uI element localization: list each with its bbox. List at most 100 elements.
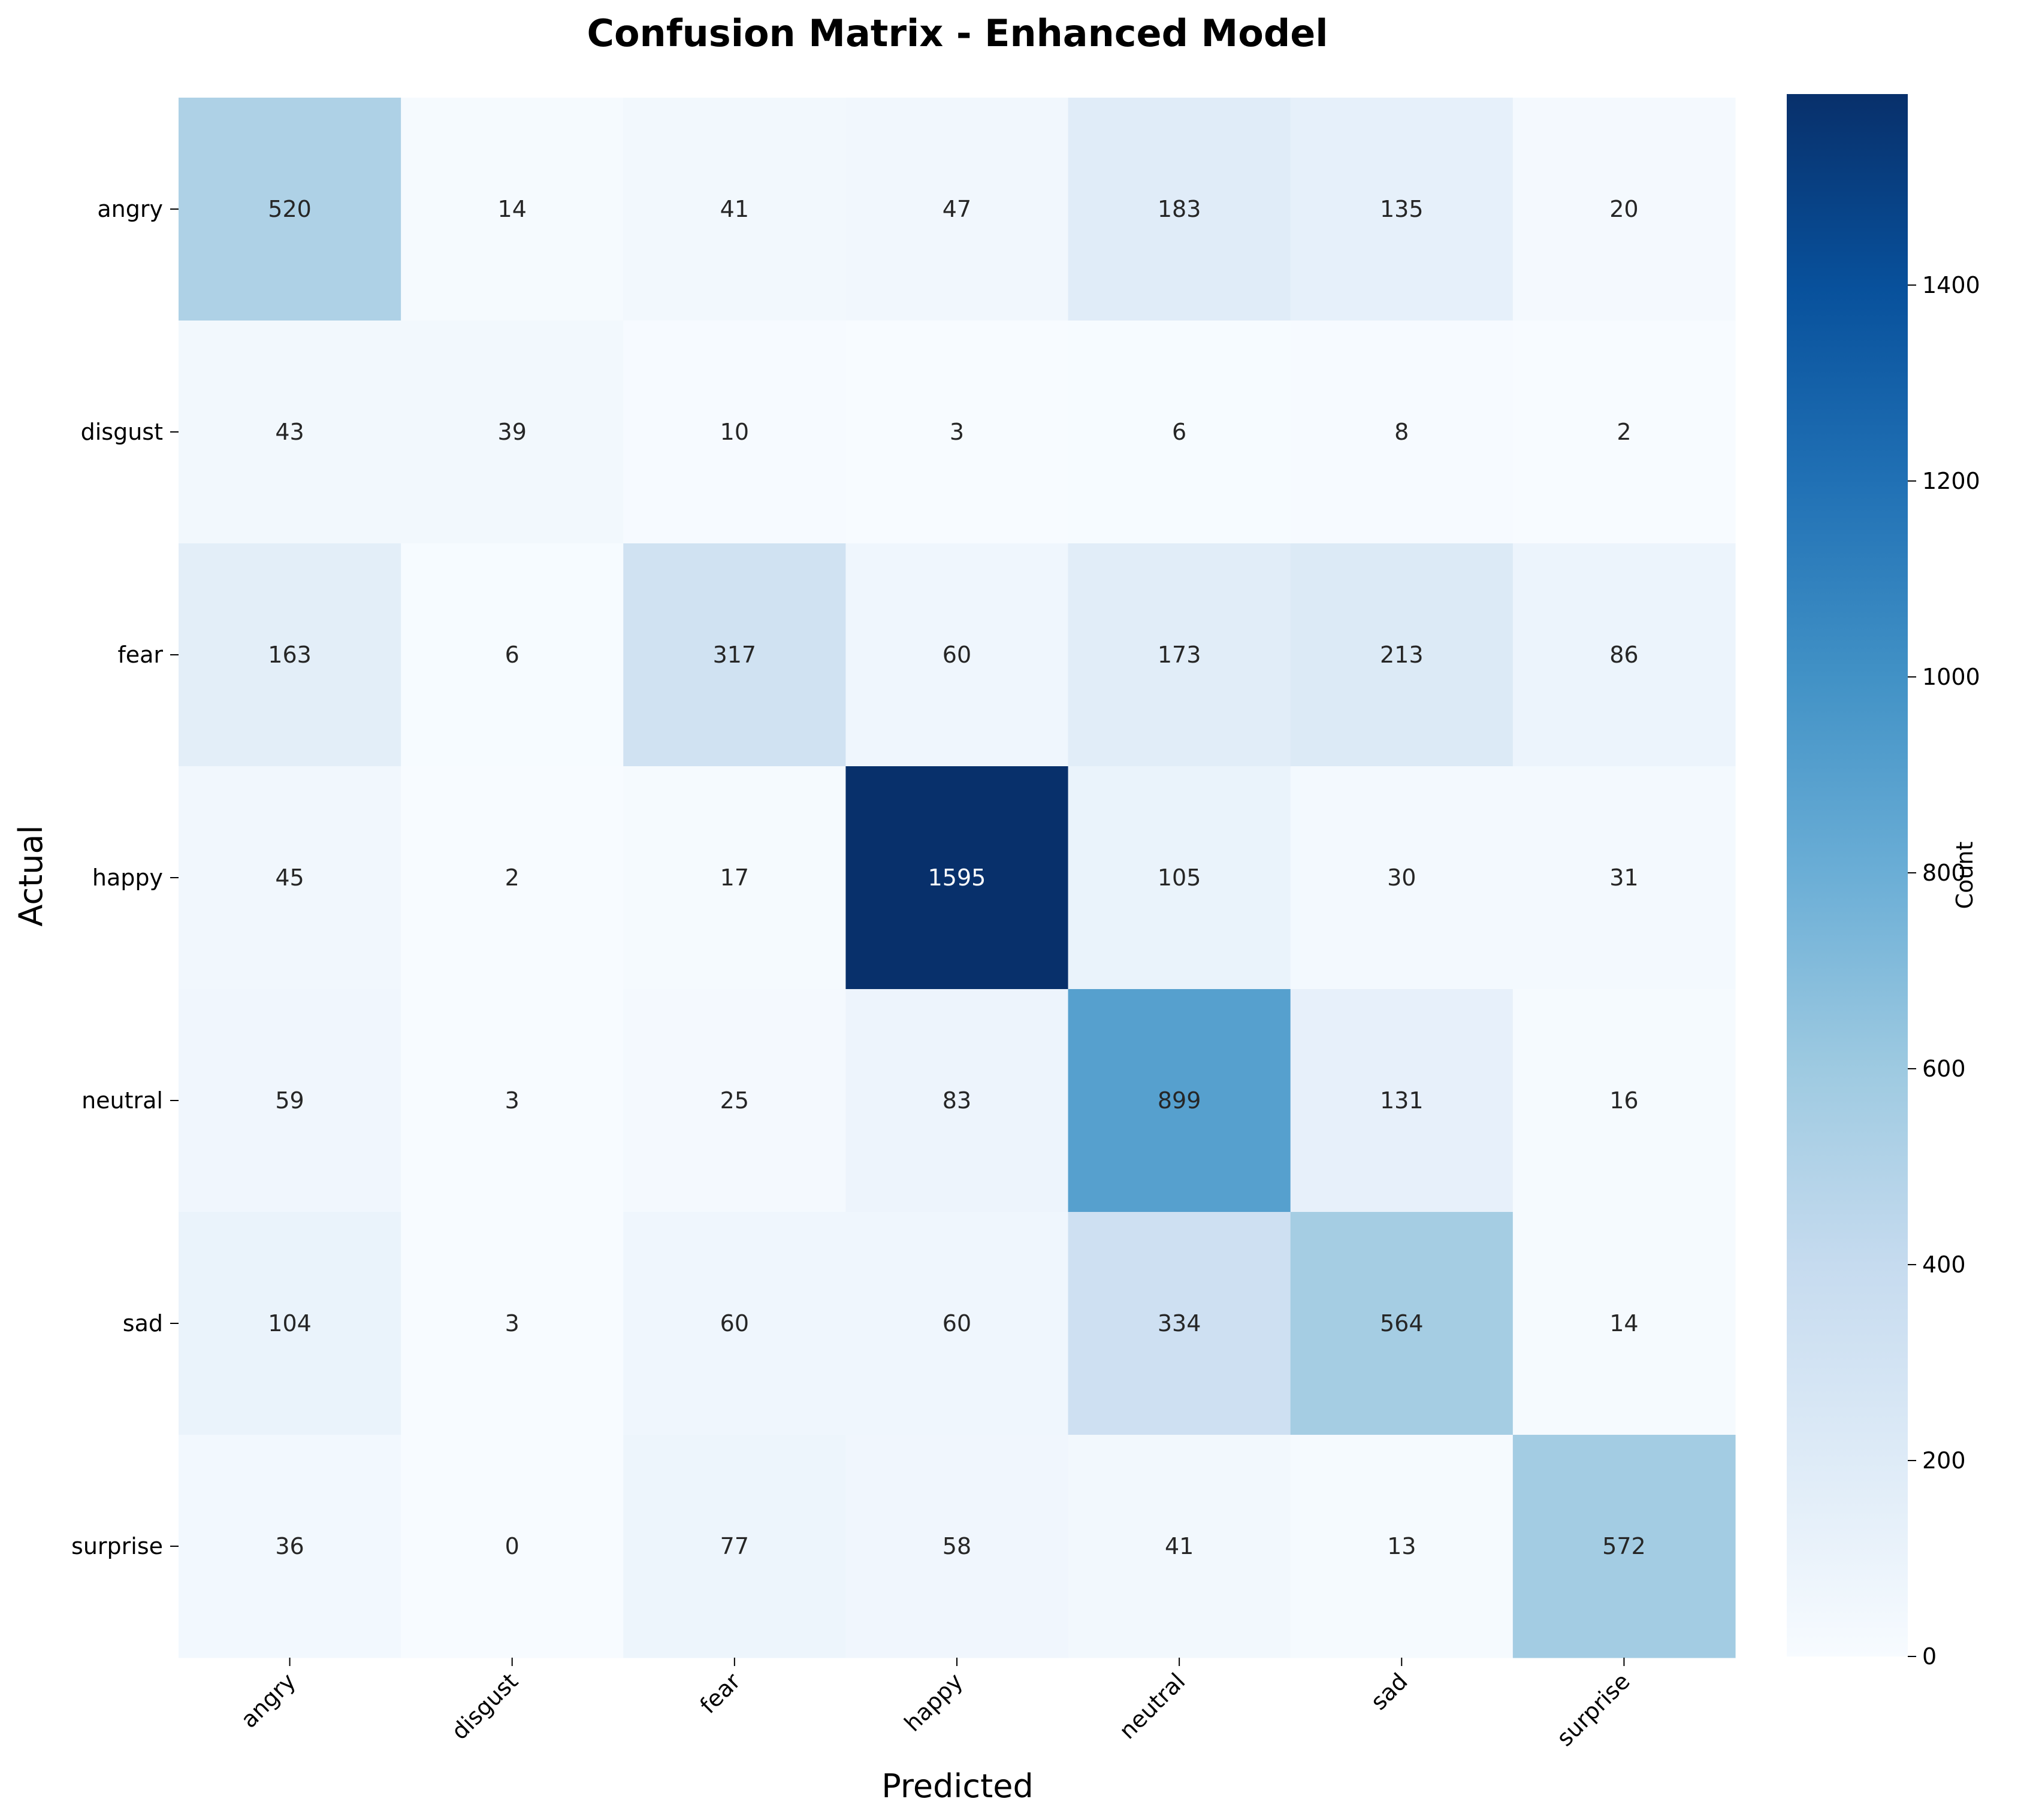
cell-label-neutral-disgust: 3 [505,1087,519,1114]
y-axis-ticks: angry disgust fear happy neutral sad surprise [71,196,179,1559]
cell-fear-fear [623,543,847,767]
cell-label-fear-angry: 163 [268,642,312,668]
cell-angry-angry [179,98,401,321]
colorbar-tick-label-0: 0 [1922,1643,1937,1670]
cell-angry-disgust [401,98,624,321]
y-tick-label-happy: happy [92,864,163,891]
cell-disgust-sad [1290,321,1514,544]
cell-label-disgust-angry: 43 [275,419,304,445]
colorbar-tick-label-800: 800 [1922,860,1966,886]
chart-title: Confusion Matrix - Enhanced Model [587,11,1328,55]
cell-label-surprise-sad: 13 [1387,1533,1416,1559]
x-tick-label-fear: fear [695,1668,746,1719]
cell-surprise-neutral [1068,1435,1291,1658]
cell-angry-happy [845,98,1069,321]
cell-label-surprise-neutral: 41 [1165,1533,1194,1559]
cell-label-fear-happy: 60 [943,642,971,668]
cell-label-neutral-sad: 131 [1380,1087,1424,1114]
cell-label-happy-disgust: 2 [505,864,519,891]
cell-sad-neutral [1068,1212,1291,1435]
colorbar-tick-label-1200: 1200 [1922,468,1980,494]
cell-angry-sad [1290,98,1514,321]
colorbar-label: Count [1952,842,1978,909]
cell-fear-happy [845,543,1069,767]
x-tick-label-happy: happy [899,1668,968,1737]
cell-label-disgust-neutral: 6 [1172,419,1186,445]
cell-label-neutral-neutral: 899 [1158,1087,1201,1114]
cell-label-neutral-surprise: 16 [1609,1087,1638,1114]
cell-label-surprise-fear: 77 [720,1533,749,1559]
cell-label-surprise-surprise: 572 [1602,1533,1646,1559]
cell-disgust-neutral [1068,321,1291,544]
cell-label-fear-disgust: 6 [505,642,519,668]
y-tick-label-neutral: neutral [81,1087,163,1114]
cell-happy-surprise [1512,766,1736,990]
cell-label-disgust-sad: 8 [1394,419,1409,445]
cell-label-surprise-disgust: 0 [505,1533,519,1559]
cell-disgust-disgust [401,321,624,544]
cell-disgust-angry [179,321,401,544]
cell-label-happy-fear: 17 [720,864,749,891]
cell-disgust-happy [845,321,1069,544]
cell-label-sad-disgust: 3 [505,1310,519,1337]
cell-surprise-angry [179,1435,401,1658]
cell-fear-surprise [1512,543,1736,767]
cell-label-sad-fear: 60 [720,1310,749,1337]
cell-angry-fear [623,98,847,321]
cell-label-angry-sad: 135 [1380,196,1424,222]
cell-label-angry-disgust: 14 [498,196,527,222]
y-tick-label-disgust: disgust [81,419,163,445]
colorbar-gradient [1787,94,1908,1656]
colorbar [1787,94,1908,1656]
x-tick-label-disgust: disgust [446,1668,523,1745]
cell-label-angry-surprise: 20 [1609,196,1638,222]
cell-label-happy-surprise: 31 [1609,864,1638,891]
cell-label-fear-neutral: 173 [1158,642,1201,668]
cell-neutral-sad [1290,989,1514,1213]
cell-label-surprise-happy: 58 [943,1533,971,1559]
cell-fear-angry [179,543,401,767]
x-tick-label-angry: angry [235,1668,301,1733]
cell-neutral-surprise [1512,989,1736,1213]
cell-happy-neutral [1068,766,1291,990]
cell-label-fear-fear: 317 [713,642,757,668]
cell-happy-disgust [401,766,624,990]
cell-neutral-fear [623,989,847,1213]
cell-surprise-happy [845,1435,1069,1658]
colorbar-tick-label-600: 600 [1922,1056,1966,1082]
y-tick-label-surprise: surprise [71,1533,163,1559]
colorbar-tick-label-1400: 1400 [1922,272,1980,298]
cell-disgust-fear [623,321,847,544]
cell-happy-angry [179,766,401,990]
y-tick-label-angry: angry [97,196,163,222]
cell-label-angry-fear: 41 [720,196,749,222]
cell-label-happy-sad: 30 [1387,864,1416,891]
cell-disgust-surprise [1512,321,1736,544]
y-tick-label-fear: fear [117,642,163,668]
cell-neutral-disgust [401,989,624,1213]
x-tick-label-sad: sad [1366,1668,1413,1715]
cell-sad-disgust [401,1212,624,1435]
cell-sad-fear [623,1212,847,1435]
cell-label-happy-angry: 45 [275,864,304,891]
x-axis-label: Predicted [881,1767,1034,1805]
cell-fear-sad [1290,543,1514,767]
cell-happy-happy [845,766,1069,990]
cell-surprise-disgust [401,1435,624,1658]
cell-happy-sad [1290,766,1514,990]
cell-label-neutral-fear: 25 [720,1087,749,1114]
cell-label-happy-neutral: 105 [1158,864,1201,891]
cell-fear-disgust [401,543,624,767]
cell-label-sad-happy: 60 [943,1310,971,1337]
cell-label-angry-neutral: 183 [1158,196,1201,222]
x-tick-label-neutral: neutral [1114,1668,1190,1744]
cell-sad-angry [179,1212,401,1435]
cell-happy-fear [623,766,847,990]
cell-angry-neutral [1068,98,1291,321]
cell-label-sad-surprise: 14 [1609,1310,1638,1337]
cell-neutral-happy [845,989,1069,1213]
cell-neutral-neutral [1068,989,1291,1213]
cell-label-neutral-happy: 83 [943,1087,971,1114]
